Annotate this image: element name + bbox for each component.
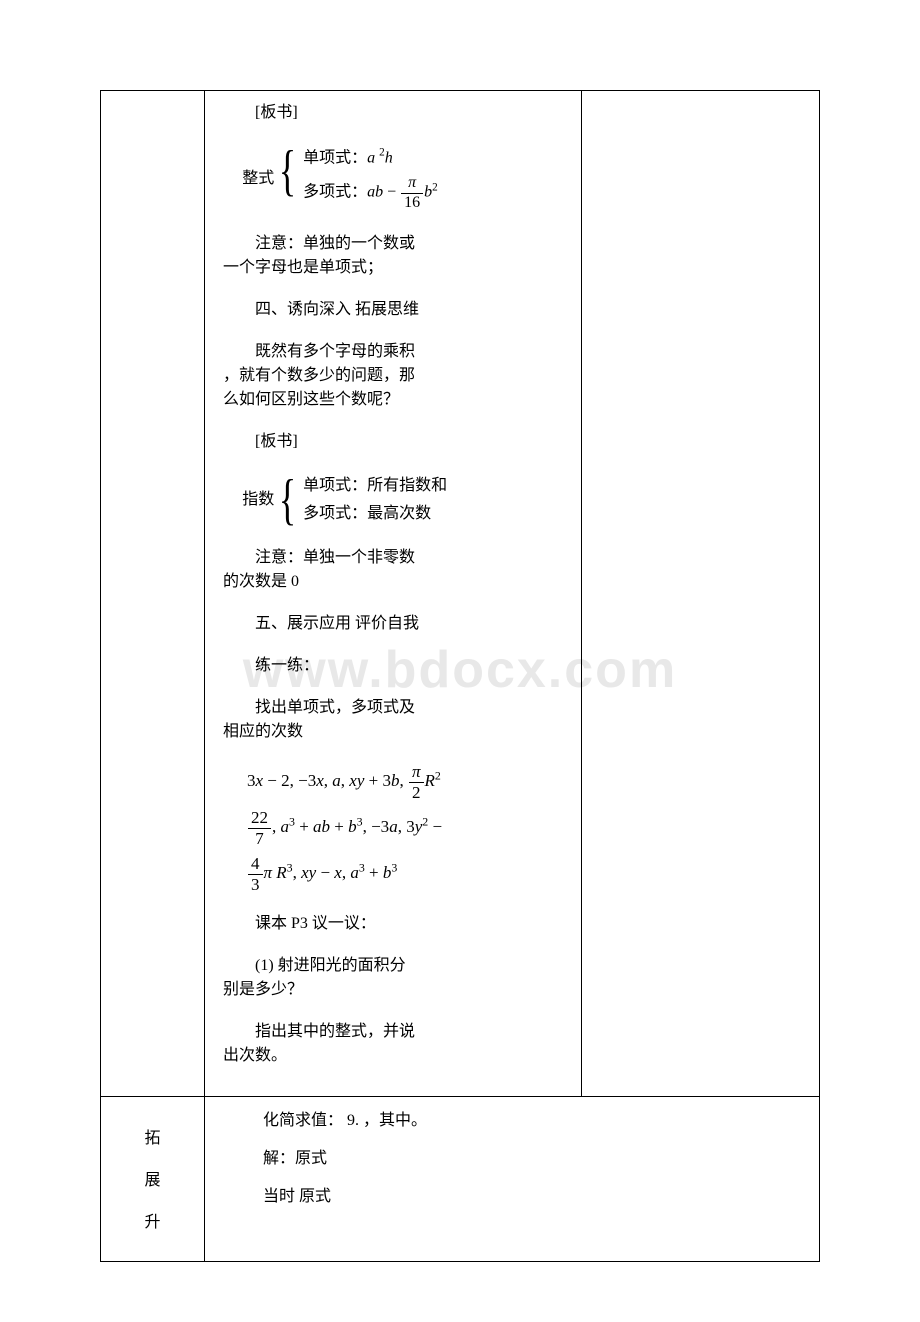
q1-line3: 么如何区别这些个数呢？ bbox=[223, 388, 563, 412]
find-line2: 相应的次数 bbox=[223, 720, 563, 744]
table-row: 拓 展 升 化简求值： 9. ，其中。 解：原式 当时 原式 bbox=[101, 1097, 820, 1262]
row2-label-char3: 升 bbox=[105, 1211, 200, 1235]
row2-line2: 解：原式 bbox=[223, 1147, 801, 1171]
lesson-table: [板书] 整式 { 单项式：a 2h 多项式：ab − π16b2 bbox=[100, 90, 820, 1262]
brace1-item1-prefix: 单项式： bbox=[303, 149, 367, 166]
row2-line3: 当时 原式 bbox=[223, 1185, 801, 1209]
practice-label: 练一练： bbox=[223, 654, 563, 678]
find-line1: 找出单项式，多项式及 bbox=[223, 696, 563, 720]
note1-line1: 注意：单独的一个数或 bbox=[223, 232, 563, 256]
row1-label-cell bbox=[101, 91, 205, 1097]
row1-right-cell bbox=[582, 91, 820, 1097]
brace-symbol: { bbox=[279, 472, 296, 528]
banshu-label-1: [板书] bbox=[223, 101, 563, 125]
note1-line2: 一个字母也是单项式； bbox=[223, 256, 563, 280]
row1-content-cell: [板书] 整式 { 单项式：a 2h 多项式：ab − π16b2 bbox=[205, 91, 582, 1097]
math-expressions: 3x − 2, −3x, a, xy + 3b, π2R2 227, a3 + … bbox=[247, 762, 563, 894]
brace1-item1: 单项式：a 2h bbox=[303, 145, 438, 170]
table-row: [板书] 整式 { 单项式：a 2h 多项式：ab − π16b2 bbox=[101, 91, 820, 1097]
q1-line1: 既然有多个字母的乘积 bbox=[223, 340, 563, 364]
math-line-3: 43π R3, xy − x, a3 + b3 bbox=[247, 854, 563, 894]
brace-block-1: 整式 { 单项式：a 2h 多项式：ab − π16b2 bbox=[223, 143, 563, 214]
row2-label-cell: 拓 展 升 bbox=[101, 1097, 205, 1262]
row2-label-char2: 展 bbox=[105, 1169, 200, 1193]
brace1-item2-prefix: 多项式： bbox=[303, 184, 367, 201]
brace1-label: 整式 bbox=[242, 143, 274, 214]
brace1-item2: 多项式：ab − π16b2 bbox=[303, 174, 438, 212]
banshu-label-2: [板书] bbox=[223, 430, 563, 454]
textbook-ref: 课本 P3 议一议： bbox=[223, 912, 563, 936]
brace2-item2: 多项式：最高次数 bbox=[303, 502, 447, 526]
q1-line2: ，就有个数多少的问题，那 bbox=[223, 364, 563, 388]
heading-5: 五、展示应用 评价自我 bbox=[223, 612, 563, 636]
q2-line1: (1) 射进阳光的面积分 bbox=[223, 954, 563, 978]
q2-line2: 别是多少？ bbox=[223, 978, 563, 1002]
q3-line1: 指出其中的整式，并说 bbox=[223, 1020, 563, 1044]
row2-content-cell: 化简求值： 9. ，其中。 解：原式 当时 原式 bbox=[205, 1097, 820, 1262]
brace-symbol: { bbox=[279, 143, 296, 214]
row2-line1: 化简求值： 9. ，其中。 bbox=[223, 1109, 801, 1133]
note2-line1: 注意：单独一个非零数 bbox=[223, 546, 563, 570]
heading-4: 四、诱向深入 拓展思维 bbox=[223, 298, 563, 322]
note2-line2: 的次数是 0 bbox=[223, 570, 563, 594]
brace-block-2: 指数 { 单项式：所有指数和 多项式：最高次数 bbox=[223, 472, 563, 528]
brace2-label: 指数 bbox=[242, 472, 274, 528]
math-line-1: 3x − 2, −3x, a, xy + 3b, π2R2 bbox=[247, 762, 563, 802]
row2-label-char1: 拓 bbox=[105, 1127, 200, 1151]
q3-line2: 出次数。 bbox=[223, 1044, 563, 1068]
math-line-2: 227, a3 + ab + b3, −3a, 3y2 − bbox=[247, 808, 563, 848]
brace2-item1: 单项式：所有指数和 bbox=[303, 474, 447, 498]
